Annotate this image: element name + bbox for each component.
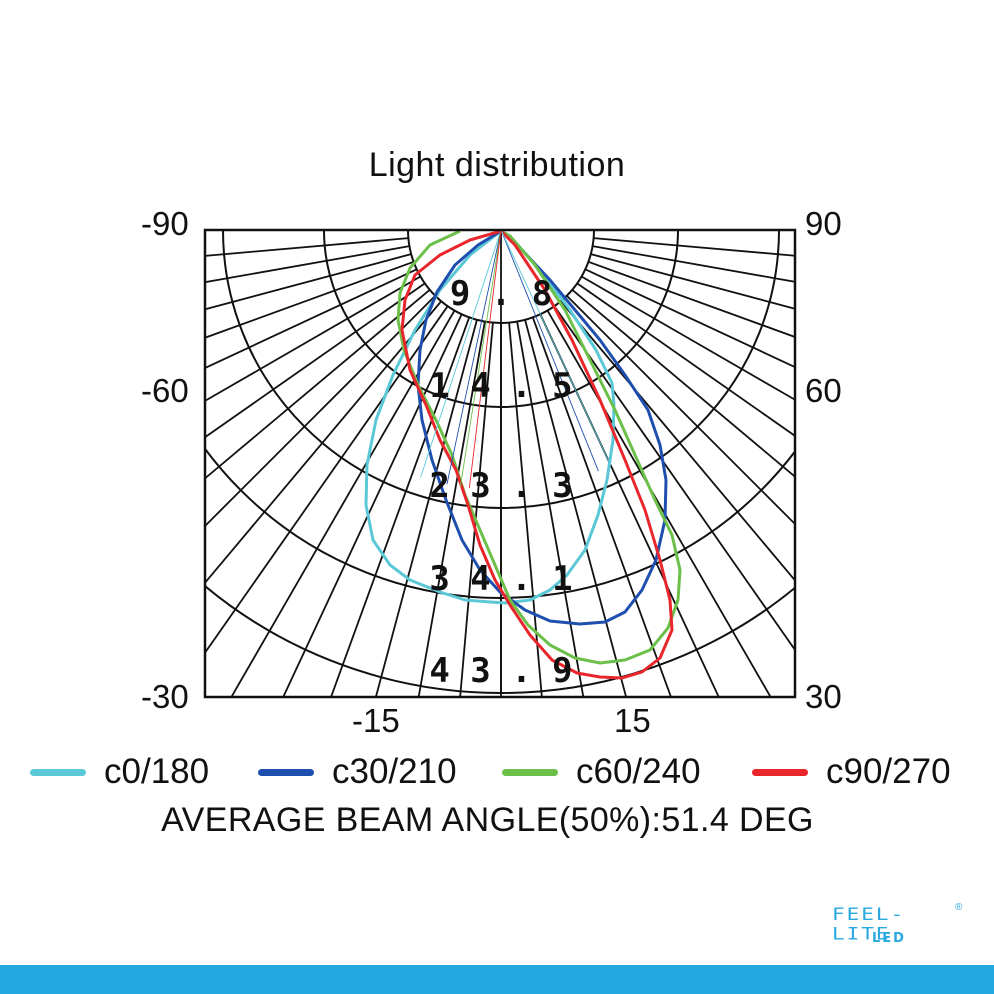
radial-tick-label: 4 3 . 9 — [429, 651, 572, 691]
bottom-axis-label-left: -15 — [352, 702, 400, 739]
logo-sub-text: LED — [872, 931, 906, 946]
left-axis-label-mid: -60 — [141, 372, 189, 409]
distribution-curves — [364, 230, 682, 680]
legend-swatch-icon — [502, 768, 558, 776]
polar-grid — [205, 230, 795, 697]
legend-item-c90: c90/270 — [752, 752, 951, 792]
legend-swatch-icon — [30, 768, 86, 776]
radial-tick-label: 9 . 8 — [450, 274, 552, 314]
legend-swatch-icon — [258, 768, 314, 776]
right-axis-label-bottom: 30 — [805, 678, 842, 715]
legend-label: c0/180 — [104, 752, 210, 791]
legend-label: c90/270 — [826, 752, 951, 791]
registered-icon: ® — [955, 902, 963, 913]
plot-frame — [203, 228, 797, 699]
radial-tick-label: 3 4 . 1 — [429, 559, 572, 599]
radial-tick-label: 2 3 . 3 — [429, 466, 572, 506]
right-axis-label-mid: 60 — [805, 372, 842, 409]
logo-main-text: FEEL-LITE — [832, 905, 906, 944]
radial-tick-label: 1 4 . 5 — [429, 366, 572, 406]
legend-label: c60/240 — [576, 752, 701, 791]
legend-item-c0: c0/180 — [30, 752, 209, 792]
left-axis-label-top: -90 — [141, 205, 189, 242]
legend-item-c60: c60/240 — [502, 752, 701, 792]
right-axis-label-top: 90 — [805, 205, 842, 242]
legend-label: c30/210 — [332, 752, 457, 791]
footer-band — [0, 965, 994, 994]
brand-logo: FEEL-LITE ® LED — [832, 902, 963, 950]
chart-title: Light distribution — [368, 146, 626, 184]
radial-tick-labels: 9 . 8 1 4 . 5 2 3 . 3 3 4 . 1 4 3 . 9 — [429, 274, 572, 691]
left-axis-label-bottom: -30 — [141, 678, 189, 715]
legend-item-c30: c30/210 — [258, 752, 457, 792]
legend-swatch-icon — [752, 768, 808, 776]
beam-angle-text: AVERAGE BEAM ANGLE(50%):51.4 DEG — [161, 801, 814, 839]
bottom-axis-label-right: 15 — [614, 702, 651, 739]
legend: c0/180 c30/210 c60/240 c90/270 — [30, 752, 980, 792]
